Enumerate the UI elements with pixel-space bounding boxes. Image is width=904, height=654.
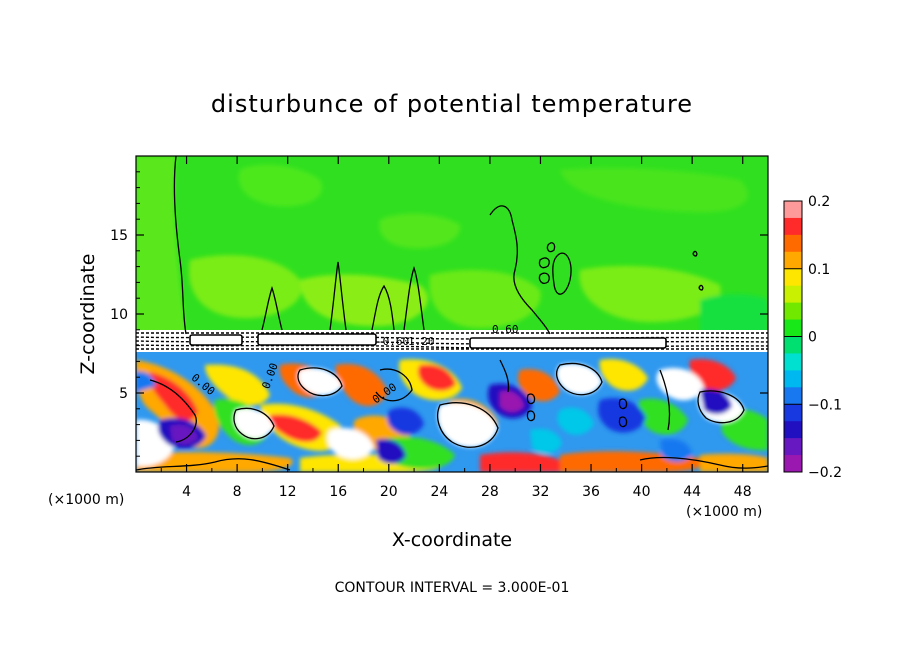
colorbar-segment (784, 302, 802, 321)
colorbar-tick-label: 0.2 (808, 194, 830, 210)
colorbar-segment (784, 285, 802, 304)
x-axis: 4 8 12 16 20 24 28 32 36 40 44 48 (160, 156, 752, 500)
colorbar-segment (784, 421, 802, 439)
x-axis-label: X-coordinate (392, 529, 512, 551)
colorbar-segment (784, 268, 802, 287)
x-tick-label: 48 (734, 484, 752, 500)
contour-label-2: 0.60 (492, 323, 519, 336)
x-tick-label: 28 (481, 484, 499, 500)
colorbar-tick-label: 0 (808, 330, 817, 346)
colorbar-segment (784, 370, 802, 388)
x-tick-label: 32 (532, 484, 550, 500)
y-axis-label: Z-coordinate (77, 254, 99, 375)
x-unit-left: (×1000 m) (48, 492, 124, 508)
colorbar-tick-label: −0.1 (808, 397, 842, 413)
colorbar-segment (784, 455, 802, 473)
colorbar-segment (784, 217, 802, 236)
contour-lines (136, 156, 768, 471)
colorbar-segment (784, 353, 802, 371)
colorbar-tick-label: 0.1 (808, 262, 830, 278)
colorbar-segment (784, 404, 802, 422)
x-tick-label: 36 (582, 484, 600, 500)
x-tick-label: 4 (182, 484, 191, 500)
contour-label-4: 1.20 (408, 335, 435, 348)
tropopause-rectangles (189, 333, 667, 349)
x-tick-label: 24 (430, 484, 448, 500)
colorbar-segment (784, 234, 802, 253)
x-tick-label: 20 (380, 484, 398, 500)
upper-patches (136, 156, 768, 334)
chart-title: disturbunce of potential temperature (211, 90, 693, 118)
y-tick-label: 15 (110, 228, 128, 244)
colorbar-tick-label: −0.2 (808, 465, 842, 481)
y-tick-label: 10 (110, 307, 128, 323)
x-tick-label: 44 (683, 484, 701, 500)
y-tick-label: 5 (119, 386, 128, 402)
x-tick-label: 16 (329, 484, 347, 500)
colorbar-segment (784, 319, 802, 337)
y-axis: 5 10 15 (110, 171, 768, 457)
contour-label-3: -0.60 (376, 335, 409, 348)
lower-blobs (136, 358, 768, 472)
colorbar-segment (784, 438, 802, 456)
x-tick-label: 40 (633, 484, 651, 500)
colorbar-segment (784, 336, 802, 354)
colorbar-segment (784, 387, 802, 405)
contour-interval-text: CONTOUR INTERVAL = 3.000E-01 (335, 580, 570, 596)
x-unit-right: (×1000 m) (686, 504, 762, 520)
x-tick-label: 8 (233, 484, 242, 500)
x-tick-label: 12 (279, 484, 297, 500)
plot-area: 0.00 0.60 -0.60 1.20 0.00 0.00 (136, 156, 768, 472)
colorbar-segment (784, 251, 802, 270)
colorbar: 0.2 0.1 0 −0.1 −0.2 (783, 194, 842, 481)
colorbar-segment (784, 201, 802, 219)
